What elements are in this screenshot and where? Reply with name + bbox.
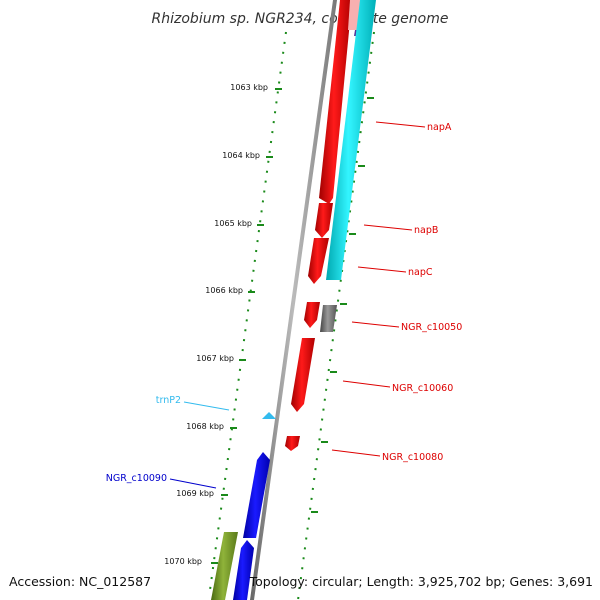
gene-blue-lower[interactable]: [233, 540, 254, 600]
gene-label-NGR_c10050[interactable]: NGR_c10050: [401, 322, 462, 333]
gene-NGR_c10050[interactable]: [304, 302, 320, 328]
scale-track-inner: [209, 31, 287, 591]
gene-label-NGR_c10080[interactable]: NGR_c10080: [382, 452, 443, 463]
scale-tick-label: 1069 kbp: [176, 489, 214, 498]
reverse-strand-genes: [233, 452, 270, 600]
gene-label-trnP2[interactable]: trnP2: [156, 395, 181, 406]
gene-NGR_c10080[interactable]: [285, 436, 300, 451]
gene-label-napB[interactable]: napB: [414, 225, 438, 236]
gene-NGR_c10060[interactable]: [291, 338, 315, 412]
gene-NGR_c10090[interactable]: [243, 452, 270, 538]
gene-labels: napA napB napC NGR_c10050 NGR_c10060 NGR…: [106, 122, 463, 484]
gene-napB[interactable]: [315, 203, 333, 238]
scale-tick-label: 1066 kbp: [205, 286, 243, 295]
scale-tick-labels: 1063 kbp 1064 kbp 1065 kbp 1066 kbp 1067…: [164, 83, 268, 566]
gene-napC[interactable]: [308, 238, 329, 284]
gene-label-NGR_c10060[interactable]: NGR_c10060: [392, 383, 453, 394]
scale-track: [209, 31, 375, 600]
scale-tick-label: 1070 kbp: [164, 557, 202, 566]
scale-ticks: [211, 88, 374, 564]
scale-tick-label: 1067 kbp: [196, 354, 234, 363]
gene-napA[interactable]: [319, 0, 352, 204]
trna-marker[interactable]: [262, 412, 276, 419]
gene-label-napA[interactable]: napA: [427, 122, 452, 133]
scale-tick-label: 1064 kbp: [222, 151, 260, 160]
gene-label-NGR_c10090[interactable]: NGR_c10090: [106, 473, 167, 484]
scale-tick-label: 1065 kbp: [214, 219, 252, 228]
leader-napC: [357, 266, 407, 273]
gene-cyan-feature[interactable]: [326, 0, 376, 280]
leader-napB: [363, 224, 413, 231]
scale-tick-label: 1068 kbp: [186, 422, 224, 431]
genome-backbone: [250, 0, 337, 600]
forward-strand-genes: [285, 0, 352, 451]
scale-tick-label: 1063 kbp: [230, 83, 268, 92]
leader-NGR_c10060: [342, 380, 391, 388]
leader-napA: [375, 121, 426, 128]
accession-text: Accession: NC_012587: [9, 574, 151, 589]
leader-NGR_c10090: [169, 478, 217, 489]
genome-summary-text: Topology: circular; Length: 3,925,702 bp…: [249, 574, 593, 589]
gene-gray-feature[interactable]: [320, 305, 337, 332]
leader-NGR_c10050: [351, 321, 400, 328]
gene-label-leaders: [169, 121, 426, 489]
gene-olive-feature[interactable]: [211, 532, 238, 600]
map-title: Rhizobium sp. NGR234, complete genome: [152, 11, 449, 27]
gene-label-napC[interactable]: napC: [408, 267, 433, 278]
leader-NGR_c10080: [331, 449, 381, 457]
leader-trnP2: [183, 401, 230, 411]
